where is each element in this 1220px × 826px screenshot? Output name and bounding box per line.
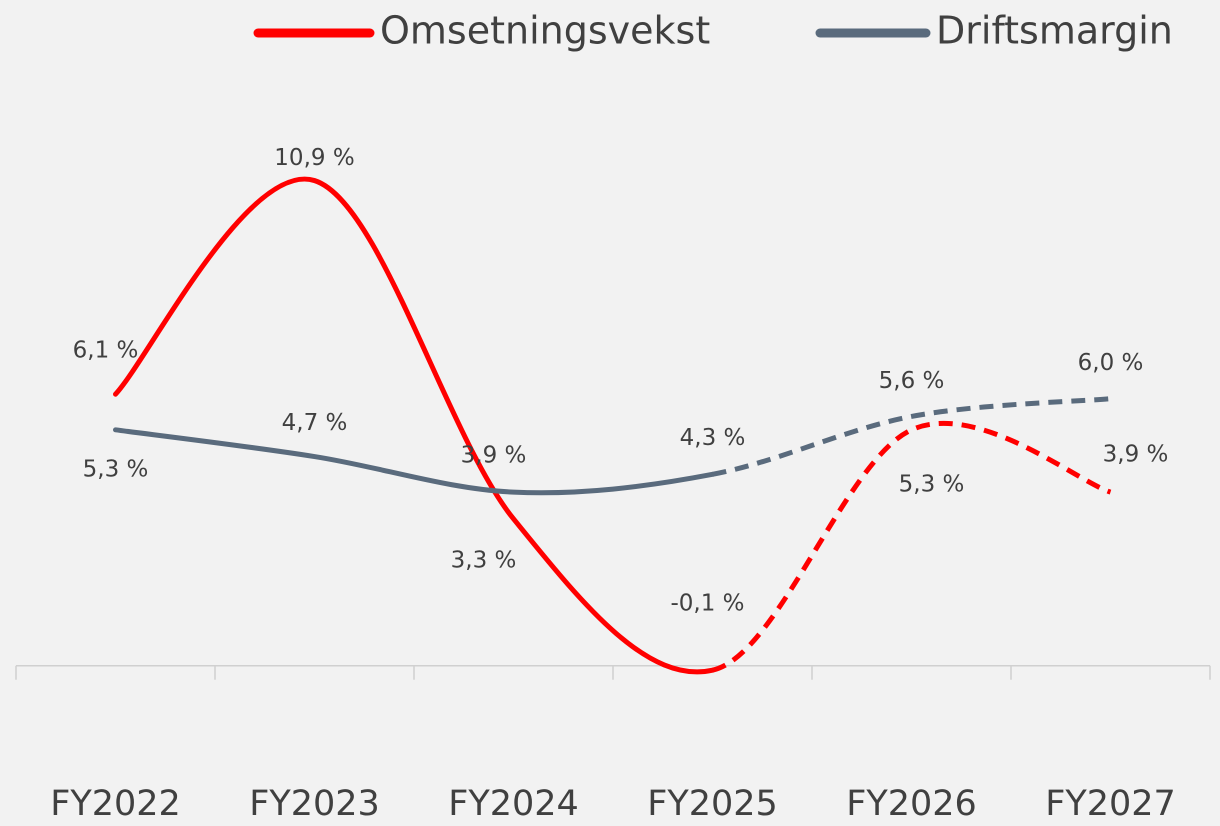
- x-tick-label: FY2022: [50, 784, 181, 824]
- data-label: -0,1 %: [670, 591, 744, 617]
- line-solid: [113, 427, 715, 496]
- x-tick-label: FY2023: [249, 784, 380, 824]
- data-label: 10,9 %: [274, 145, 354, 171]
- legend-label: Driftsmargin: [936, 9, 1173, 53]
- data-label: 5,3 %: [83, 456, 149, 482]
- line-dashed: [712, 396, 1111, 477]
- line-dashed: [711, 421, 1112, 673]
- x-tick-label: FY2027: [1045, 784, 1176, 824]
- data-label: 3,3 %: [451, 547, 517, 573]
- line-solid: [113, 176, 715, 675]
- data-label: 3,9 %: [1103, 442, 1169, 468]
- data-label: 4,3 %: [680, 425, 746, 451]
- data-label: 6,0 %: [1078, 350, 1144, 376]
- x-tick-label: FY2025: [647, 784, 778, 824]
- legend-label: Omsetningsvekst: [380, 9, 710, 53]
- data-label: 5,3 %: [899, 471, 965, 497]
- x-tick-label: FY2024: [448, 784, 579, 824]
- data-label: 4,7 %: [282, 410, 348, 436]
- data-label: 5,6 %: [879, 368, 945, 394]
- x-tick-label: FY2026: [846, 784, 977, 824]
- data-label: 3,9 %: [461, 443, 527, 469]
- data-label: 6,1 %: [73, 338, 139, 364]
